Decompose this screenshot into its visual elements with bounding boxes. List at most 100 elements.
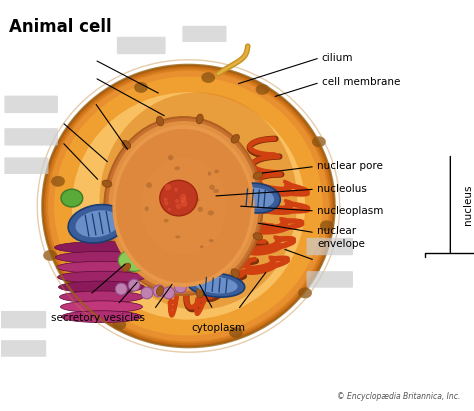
Circle shape xyxy=(174,188,178,192)
FancyBboxPatch shape xyxy=(307,271,353,288)
Circle shape xyxy=(163,287,174,299)
Ellipse shape xyxy=(188,141,213,162)
Ellipse shape xyxy=(200,245,203,248)
Circle shape xyxy=(115,283,127,295)
Ellipse shape xyxy=(229,327,243,338)
Circle shape xyxy=(128,279,140,291)
Ellipse shape xyxy=(231,134,239,143)
Ellipse shape xyxy=(188,273,245,297)
Text: nuclear
envelope: nuclear envelope xyxy=(317,226,365,249)
Ellipse shape xyxy=(118,249,150,271)
Ellipse shape xyxy=(231,269,239,277)
FancyBboxPatch shape xyxy=(182,26,227,42)
FancyBboxPatch shape xyxy=(0,340,46,357)
Ellipse shape xyxy=(44,67,333,345)
Ellipse shape xyxy=(208,171,211,175)
Ellipse shape xyxy=(147,142,174,156)
Ellipse shape xyxy=(55,252,147,263)
Ellipse shape xyxy=(253,172,263,179)
Ellipse shape xyxy=(178,196,181,200)
Circle shape xyxy=(165,184,171,190)
Ellipse shape xyxy=(237,188,274,208)
Circle shape xyxy=(181,200,184,203)
Circle shape xyxy=(141,287,153,299)
Ellipse shape xyxy=(196,114,203,124)
Ellipse shape xyxy=(298,288,312,298)
FancyBboxPatch shape xyxy=(4,96,58,113)
Ellipse shape xyxy=(198,207,203,212)
Circle shape xyxy=(176,203,182,209)
Text: cytoplasm: cytoplasm xyxy=(191,323,245,332)
Text: nucleoplasm: nucleoplasm xyxy=(317,206,383,216)
Circle shape xyxy=(153,285,165,297)
Circle shape xyxy=(168,208,171,211)
Ellipse shape xyxy=(196,288,203,298)
Ellipse shape xyxy=(231,183,280,213)
Ellipse shape xyxy=(109,121,259,291)
Ellipse shape xyxy=(42,65,335,347)
Ellipse shape xyxy=(112,125,255,287)
Ellipse shape xyxy=(145,206,148,211)
Ellipse shape xyxy=(116,129,251,283)
Ellipse shape xyxy=(55,242,148,254)
Ellipse shape xyxy=(102,180,112,187)
Ellipse shape xyxy=(320,220,334,231)
Ellipse shape xyxy=(58,281,145,293)
Ellipse shape xyxy=(255,84,270,95)
Ellipse shape xyxy=(312,136,326,147)
Text: secretory vesicles: secretory vesicles xyxy=(51,313,145,323)
Ellipse shape xyxy=(164,219,169,222)
FancyBboxPatch shape xyxy=(307,238,353,255)
Ellipse shape xyxy=(102,225,112,232)
Ellipse shape xyxy=(156,286,164,296)
FancyBboxPatch shape xyxy=(117,37,165,54)
Ellipse shape xyxy=(100,92,297,310)
Ellipse shape xyxy=(156,116,164,126)
Ellipse shape xyxy=(186,138,206,156)
FancyBboxPatch shape xyxy=(4,157,48,174)
Ellipse shape xyxy=(60,291,144,303)
Ellipse shape xyxy=(57,271,146,283)
Ellipse shape xyxy=(208,210,214,215)
Ellipse shape xyxy=(104,117,263,295)
Ellipse shape xyxy=(168,155,173,160)
Ellipse shape xyxy=(214,169,219,173)
Ellipse shape xyxy=(209,185,215,190)
Ellipse shape xyxy=(48,71,329,342)
Text: nucleolus: nucleolus xyxy=(317,184,367,194)
Ellipse shape xyxy=(54,76,323,335)
Ellipse shape xyxy=(62,311,142,323)
Ellipse shape xyxy=(123,164,151,188)
Ellipse shape xyxy=(213,189,219,193)
Ellipse shape xyxy=(122,263,131,272)
Circle shape xyxy=(175,199,179,203)
Circle shape xyxy=(181,200,188,207)
Ellipse shape xyxy=(68,205,127,243)
Circle shape xyxy=(164,198,167,201)
Ellipse shape xyxy=(151,215,182,240)
Ellipse shape xyxy=(46,69,331,343)
Circle shape xyxy=(180,194,186,200)
Text: nuclear pore: nuclear pore xyxy=(317,162,383,171)
Text: cell membrane: cell membrane xyxy=(322,77,400,88)
Ellipse shape xyxy=(175,236,181,238)
Ellipse shape xyxy=(201,72,215,83)
Ellipse shape xyxy=(51,176,65,187)
Ellipse shape xyxy=(75,210,119,237)
Ellipse shape xyxy=(160,180,197,216)
Ellipse shape xyxy=(65,278,79,289)
FancyBboxPatch shape xyxy=(0,311,46,328)
Ellipse shape xyxy=(253,233,263,240)
Ellipse shape xyxy=(195,277,237,293)
Ellipse shape xyxy=(112,319,126,330)
Text: cilium: cilium xyxy=(322,53,353,63)
Circle shape xyxy=(174,281,186,293)
Ellipse shape xyxy=(56,261,146,273)
Ellipse shape xyxy=(134,82,148,93)
FancyBboxPatch shape xyxy=(4,128,58,145)
Circle shape xyxy=(180,197,186,203)
Ellipse shape xyxy=(61,301,143,313)
Ellipse shape xyxy=(146,182,152,188)
Ellipse shape xyxy=(141,157,226,255)
Ellipse shape xyxy=(122,141,131,149)
